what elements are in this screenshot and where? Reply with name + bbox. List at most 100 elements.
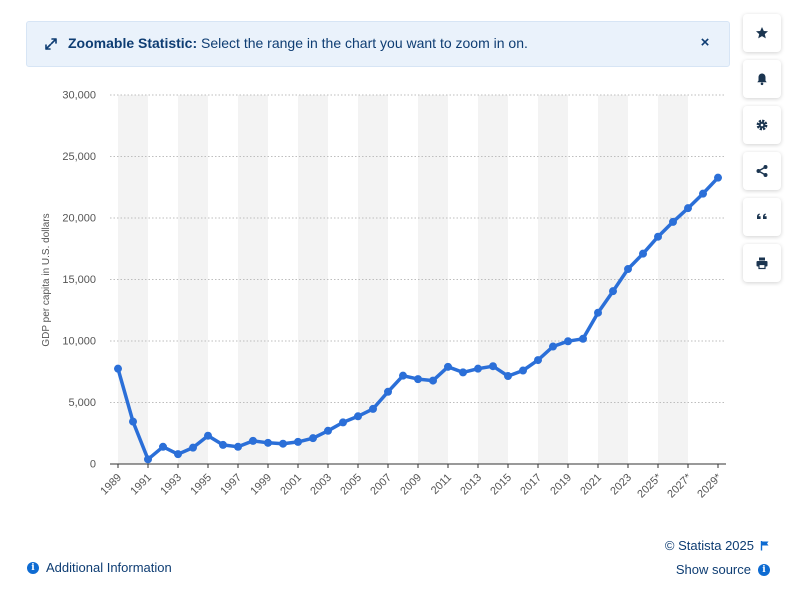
- data-point: [459, 368, 467, 377]
- x-tick-label: 2009: [398, 472, 424, 498]
- data-point: [564, 337, 572, 346]
- quote-icon: [757, 213, 767, 219]
- data-point: [474, 364, 482, 373]
- x-tick-label: 2023: [608, 472, 634, 498]
- data-point: [414, 375, 422, 384]
- info-icon: i: [758, 563, 770, 576]
- share-icon: [756, 165, 768, 177]
- x-tick-label: 2005: [338, 472, 364, 498]
- y-tick-label: 15,000: [62, 274, 96, 286]
- x-tick-label: 2029*: [695, 471, 724, 500]
- y-tick-label: 5,000: [68, 397, 96, 409]
- data-point: [174, 450, 182, 459]
- x-tick-label: 2019: [548, 472, 574, 498]
- data-point: [249, 436, 257, 445]
- data-point: [654, 232, 662, 241]
- x-tick-label: 2027*: [665, 471, 694, 500]
- data-point: [234, 442, 242, 451]
- additional-info-link[interactable]: i Additional Information: [27, 560, 172, 575]
- x-tick-label: 1993: [158, 472, 184, 498]
- info-icon: i: [27, 561, 39, 574]
- additional-info-label: Additional Information: [46, 560, 172, 575]
- background-band: [178, 95, 208, 464]
- data-point: [129, 417, 137, 426]
- x-tick-label: 2025*: [635, 471, 664, 500]
- data-point: [444, 362, 452, 371]
- show-source-label: Show source: [675, 562, 751, 577]
- data-point: [489, 362, 497, 371]
- data-point: [339, 418, 347, 427]
- x-tick-label: 2011: [429, 472, 454, 497]
- bell-icon: [757, 73, 767, 86]
- background-band: [658, 95, 688, 464]
- data-point: [609, 287, 617, 296]
- x-tick-label: 2007: [368, 472, 394, 498]
- background-band: [118, 95, 148, 464]
- background-band: [598, 95, 628, 464]
- favorite-button[interactable]: [743, 14, 781, 52]
- data-point: [429, 376, 437, 385]
- data-point: [309, 434, 317, 443]
- data-point: [639, 249, 647, 258]
- data-point: [144, 455, 152, 464]
- data-point: [294, 437, 302, 446]
- data-point: [264, 438, 272, 447]
- data-point: [399, 371, 407, 380]
- x-tick-label: 2015: [488, 472, 514, 498]
- share-button[interactable]: [743, 152, 781, 190]
- x-tick-label: 2021: [578, 472, 604, 498]
- data-point: [189, 443, 197, 452]
- zoom-banner: Zoomable Statistic: Select the range in …: [26, 21, 730, 67]
- copyright-label: © Statista 2025: [664, 538, 754, 553]
- data-point: [684, 204, 692, 213]
- y-tick-label: 20,000: [62, 213, 96, 225]
- notification-button[interactable]: [743, 60, 781, 98]
- data-point: [504, 372, 512, 381]
- data-point: [324, 426, 332, 435]
- data-point: [594, 308, 602, 317]
- copyright: © Statista 2025: [665, 538, 770, 553]
- banner-title-bold: Zoomable Statistic:: [68, 35, 198, 51]
- close-icon[interactable]: ×: [700, 34, 710, 51]
- x-axis-ticks: 1989 1991 1993 1995 1997 1999 2001 2003 2005 2007…: [98, 464, 725, 500]
- x-tick-label: 1991: [128, 472, 154, 498]
- data-point: [354, 412, 362, 421]
- chart-series: [114, 173, 722, 464]
- expand-icon: [45, 38, 57, 50]
- data-point: [699, 189, 707, 198]
- x-tick-label: 2013: [458, 472, 484, 498]
- data-point: [579, 334, 587, 343]
- data-point: [219, 440, 227, 449]
- print-icon: [756, 257, 768, 270]
- data-point: [384, 387, 392, 396]
- data-point: [519, 366, 527, 375]
- print-button[interactable]: [743, 244, 781, 282]
- x-tick-label: 1995: [188, 472, 214, 498]
- x-tick-label: 1989: [98, 472, 124, 498]
- data-point: [204, 431, 212, 440]
- data-point: [159, 442, 167, 451]
- y-tick-label: 10,000: [62, 336, 96, 348]
- y-tick-label: 30,000: [62, 90, 96, 102]
- data-point: [279, 439, 287, 448]
- settings-button[interactable]: [743, 106, 781, 144]
- y-axis-label: GDP per capita in U.S. dollars: [41, 213, 52, 346]
- show-source-link[interactable]: Show source i: [676, 562, 770, 577]
- star-icon: [756, 27, 768, 39]
- data-point: [369, 404, 377, 413]
- data-point: [549, 342, 557, 351]
- x-tick-label: 2003: [308, 472, 334, 498]
- flag-icon: [760, 541, 769, 551]
- gear-icon: [756, 119, 768, 131]
- background-band: [538, 95, 568, 464]
- banner-title-text: Select the range in the chart you want t…: [197, 35, 528, 51]
- y-tick-label: 0: [90, 459, 96, 471]
- chart-bands: [118, 95, 688, 464]
- x-tick-label: 2001: [278, 472, 304, 498]
- x-tick-label: 1999: [248, 472, 274, 498]
- cite-button[interactable]: [743, 198, 781, 236]
- data-point: [114, 364, 122, 373]
- data-point: [624, 265, 632, 274]
- data-point: [714, 173, 722, 182]
